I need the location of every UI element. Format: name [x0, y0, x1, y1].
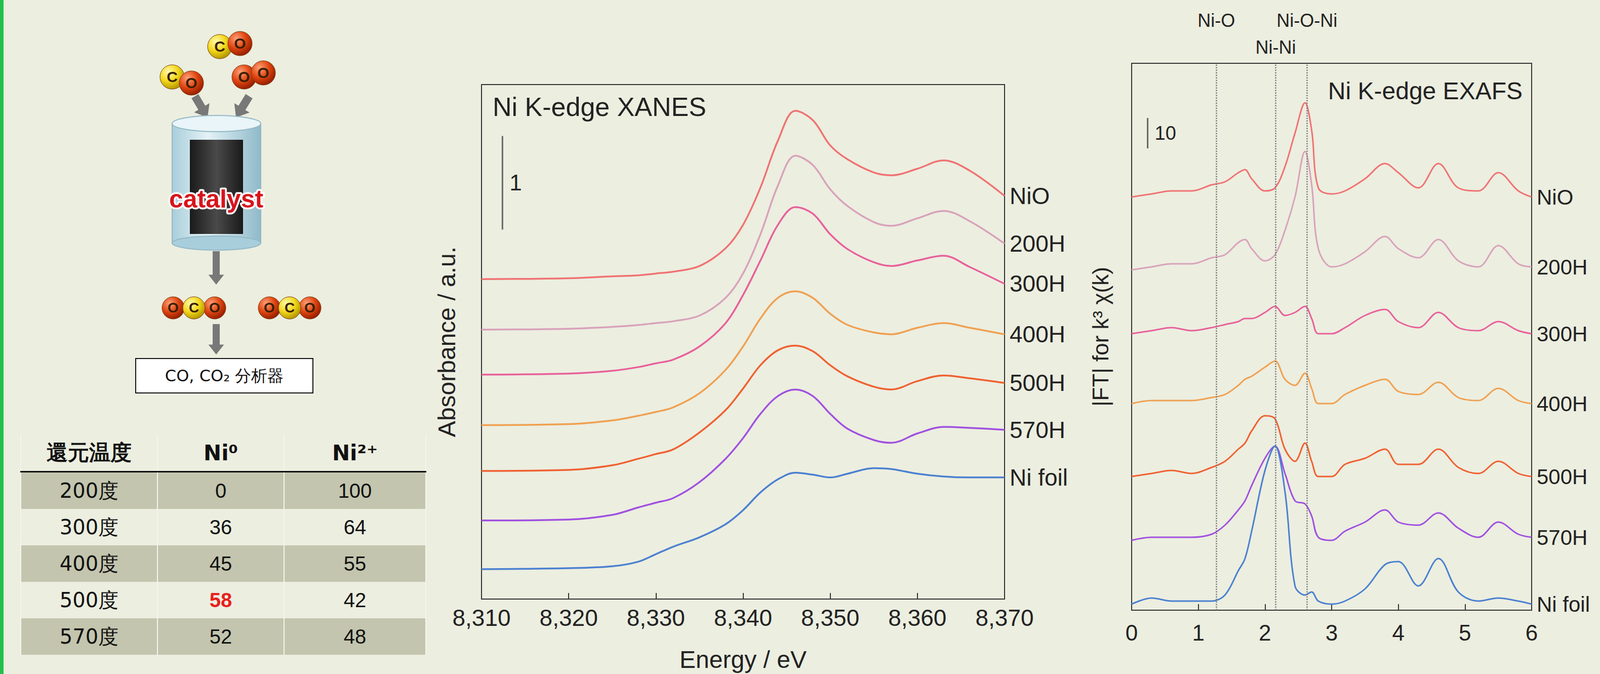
- svg-text:400H: 400H: [1009, 321, 1066, 348]
- svg-text:8,340: 8,340: [713, 604, 773, 631]
- svg-text:O: O: [185, 74, 197, 92]
- svg-text:CO, CO₂ 分析器: CO, CO₂ 分析器: [165, 366, 284, 386]
- svg-text:8,360: 8,360: [888, 604, 947, 631]
- html-text:48: 48: [343, 625, 367, 648]
- svg-text:500H: 500H: [1536, 464, 1588, 489]
- svg-text:Ni-O-Ni: Ni-O-Ni: [1276, 10, 1338, 31]
- svg-text:570H: 570H: [1009, 416, 1066, 444]
- svg-text:5: 5: [1458, 620, 1471, 646]
- html-text:還元温度: 還元温度: [46, 440, 132, 465]
- svg-text:O: O: [237, 68, 250, 86]
- svg-text:2: 2: [1258, 620, 1271, 646]
- html-text:0: 0: [215, 479, 227, 502]
- svg-text:O: O: [167, 299, 179, 316]
- svg-text:|FT| for k³ χ(k): |FT| for k³ χ(k): [1088, 266, 1113, 407]
- html-text:100: 100: [338, 479, 372, 502]
- svg-text:Ni-Ni: Ni-Ni: [1255, 36, 1296, 58]
- svg-text:catalyst: catalyst: [169, 184, 264, 214]
- svg-text:300H: 300H: [1536, 322, 1588, 346]
- html-text:400度: 400度: [59, 551, 119, 575]
- svg-text:Ni-O: Ni-O: [1197, 10, 1235, 31]
- svg-text:Ni foil: Ni foil: [1009, 464, 1068, 491]
- svg-text:Ni K-edge EXAFS: Ni K-edge EXAFS: [1328, 77, 1523, 105]
- svg-text:1: 1: [1191, 620, 1205, 646]
- html-text:42: 42: [343, 588, 367, 611]
- svg-text:C: C: [188, 299, 199, 316]
- html-text:500度: 500度: [59, 588, 119, 612]
- svg-text:NiO: NiO: [1009, 182, 1050, 210]
- html-text:Ni²⁺: Ni²⁺: [332, 440, 378, 466]
- svg-text:8,310: 8,310: [452, 604, 511, 631]
- svg-text:200H: 200H: [1536, 255, 1588, 279]
- svg-text:200H: 200H: [1009, 230, 1066, 257]
- svg-text:10: 10: [1154, 122, 1177, 144]
- svg-text:3: 3: [1325, 620, 1338, 646]
- svg-text:O: O: [263, 299, 275, 316]
- html-text:58: 58: [209, 588, 233, 611]
- svg-text:C: C: [214, 37, 226, 55]
- html-text:36: 36: [209, 515, 233, 538]
- svg-text:4: 4: [1391, 620, 1405, 646]
- svg-text:500H: 500H: [1009, 369, 1066, 396]
- html-text:52: 52: [209, 625, 233, 648]
- svg-text:O: O: [257, 64, 269, 82]
- html-text:300度: 300度: [59, 515, 119, 539]
- html-text:64: 64: [343, 515, 367, 538]
- svg-text:300H: 300H: [1009, 270, 1066, 297]
- svg-text:1: 1: [509, 170, 522, 195]
- svg-text:Absorbance / a.u.: Absorbance / a.u.: [433, 246, 461, 437]
- svg-text:Energy / eV: Energy / eV: [679, 646, 807, 673]
- svg-text:C: C: [166, 68, 178, 86]
- svg-text:6: 6: [1525, 620, 1538, 646]
- html-text:Ni⁰: Ni⁰: [203, 440, 238, 466]
- svg-text:570H: 570H: [1536, 525, 1588, 550]
- svg-text:NiO: NiO: [1536, 185, 1574, 210]
- svg-text:O: O: [209, 299, 221, 316]
- html-text:55: 55: [343, 552, 367, 575]
- html-text:200度: 200度: [59, 478, 119, 503]
- svg-text:400H: 400H: [1536, 391, 1588, 416]
- svg-text:O: O: [233, 34, 246, 52]
- svg-text:8,350: 8,350: [801, 604, 860, 631]
- svg-text:8,320: 8,320: [539, 604, 598, 631]
- svg-text:0: 0: [1125, 620, 1138, 646]
- svg-text:8,330: 8,330: [626, 604, 686, 631]
- html-text:570度: 570度: [59, 624, 119, 648]
- svg-text:Ni K-edge XANES: Ni K-edge XANES: [492, 92, 707, 122]
- html-text:45: 45: [209, 552, 233, 575]
- svg-text:8,370: 8,370: [975, 604, 1034, 631]
- svg-text:C: C: [284, 299, 295, 316]
- svg-text:Ni foil: Ni foil: [1536, 592, 1590, 617]
- svg-text:O: O: [304, 299, 316, 316]
